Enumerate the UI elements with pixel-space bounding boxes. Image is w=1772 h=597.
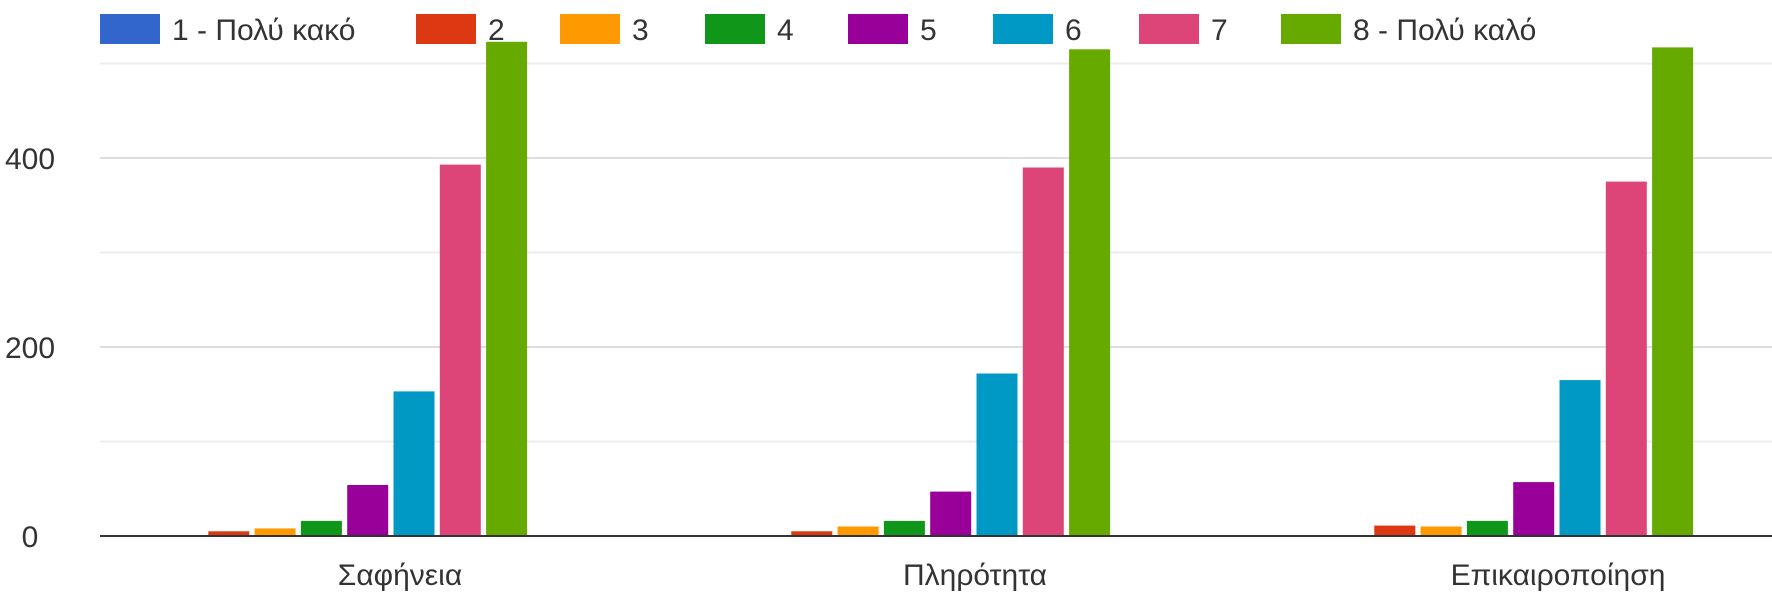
legend-label: 1 - Πολύ κακό [172, 14, 355, 47]
x-category-label: Επικαιροποίηση [1451, 559, 1666, 592]
bar [347, 485, 389, 536]
legend-swatch [993, 14, 1053, 44]
bar [300, 520, 342, 536]
bar [393, 391, 435, 536]
legend-swatch [416, 14, 476, 44]
legend-swatch [1281, 14, 1341, 44]
bar [1605, 181, 1647, 536]
legend-label: 7 [1211, 14, 1228, 47]
y-tick-label: 200 [5, 332, 55, 365]
legend: 1 - Πολύ κακό 2 3 4 5 6 7 8 - Πολύ καλό [100, 14, 1536, 47]
y-axis-ticks: 0 200 400 [5, 143, 55, 554]
legend-label: 2 [488, 14, 505, 47]
bar [1022, 167, 1064, 536]
bar [1513, 482, 1555, 536]
gridlines [100, 62, 1772, 443]
bar [791, 531, 833, 536]
bar [254, 528, 296, 536]
legend-swatch [560, 14, 620, 44]
legend-swatch [100, 14, 160, 44]
x-category-label: Σαφήνεια [338, 559, 462, 592]
bar [976, 373, 1018, 536]
legend-swatch [848, 14, 908, 44]
legend-label: 6 [1065, 14, 1082, 47]
y-tick-label: 0 [22, 521, 39, 554]
bar [1069, 49, 1111, 537]
legend-label: 3 [632, 14, 649, 47]
bar [930, 491, 972, 536]
bar [1374, 525, 1416, 536]
legend-label: 4 [777, 14, 794, 47]
bars [208, 41, 1694, 537]
bar [1652, 47, 1694, 537]
bar [1420, 526, 1462, 536]
bar [1466, 520, 1508, 536]
legend-swatch [1139, 14, 1199, 44]
bar [1559, 380, 1601, 536]
bar [883, 520, 925, 536]
legend-label: 8 - Πολύ καλό [1353, 14, 1536, 47]
y-tick-label: 400 [5, 143, 55, 176]
legend-label: 5 [920, 14, 937, 47]
x-category-label: Πληρότητα [903, 559, 1047, 592]
x-axis-categories: Σαφήνεια Πληρότητα Επικαιροποίηση [338, 559, 1666, 592]
bar [486, 41, 528, 537]
legend-swatch [705, 14, 765, 44]
bar [439, 164, 481, 536]
bar [208, 531, 250, 536]
bar [837, 526, 879, 536]
